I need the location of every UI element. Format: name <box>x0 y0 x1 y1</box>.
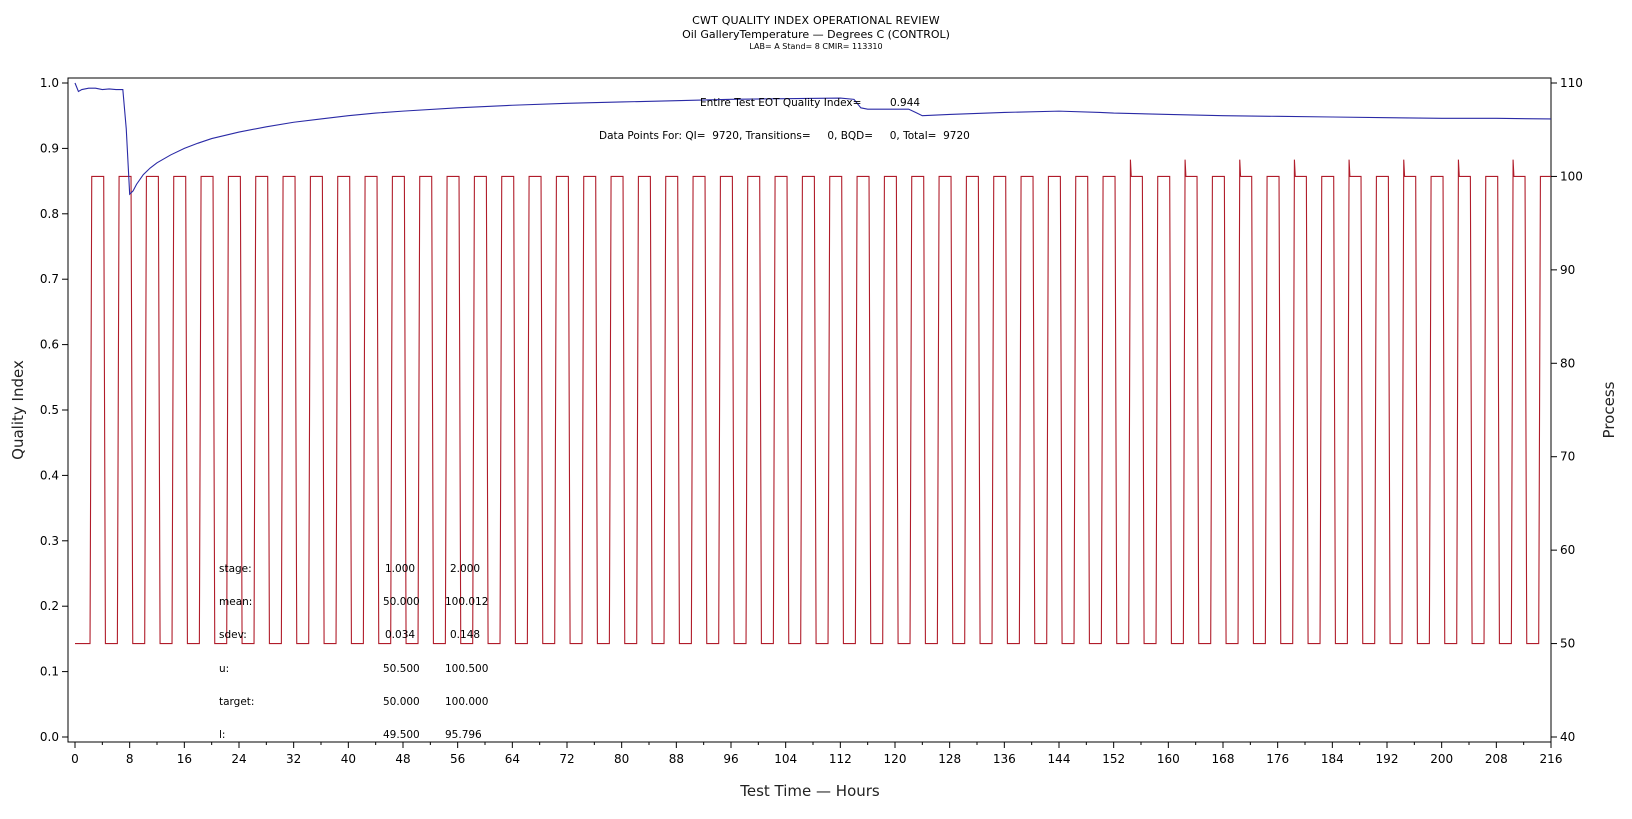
y-tick-label: 0.7 <box>40 272 59 286</box>
y-tick-label: 0.4 <box>40 468 59 482</box>
stats-value-stage1: 50.000 <box>383 696 420 708</box>
x-tick-label: 128 <box>938 752 961 766</box>
y-tick-label: 1.0 <box>40 76 59 90</box>
x-tick-label: 168 <box>1212 752 1235 766</box>
y-tick-label: 0.3 <box>40 534 59 548</box>
stats-value-stage2: 100.500 <box>445 663 488 675</box>
stats-value-stage2: 2.000 <box>450 563 480 575</box>
y-axis-label: Quality Index <box>9 360 27 460</box>
y-tick-label: 0.8 <box>40 207 59 221</box>
quality-index-series-line <box>74 82 1552 196</box>
x-tick-label: 120 <box>884 752 907 766</box>
y-tick-label: 0.5 <box>40 403 59 417</box>
y2-tick-label: 50 <box>1560 637 1575 651</box>
x-tick-label: 32 <box>286 752 301 766</box>
y2-tick-label: 100 <box>1560 169 1583 183</box>
stats-label: stage: <box>219 563 252 575</box>
y2-tick-label: 90 <box>1560 263 1575 277</box>
x-tick-label: 56 <box>450 752 465 766</box>
x-tick-label: 8 <box>126 752 134 766</box>
stats-label: mean: <box>219 596 252 608</box>
stats-value-stage1: 1.000 <box>385 563 415 575</box>
chart-sub-subtitle: LAB= A Stand= 8 CMIR= 113310 <box>749 42 883 51</box>
x-tick-label: 80 <box>614 752 629 766</box>
x-tick-label: 40 <box>341 752 356 766</box>
stats-value-stage1: 50.500 <box>383 663 420 675</box>
x-tick-label: 104 <box>774 752 797 766</box>
stats-value-stage1: 0.034 <box>385 629 415 641</box>
x-tick-label: 184 <box>1321 752 1344 766</box>
x-tick-label: 48 <box>395 752 410 766</box>
x-axis-label: Test Time — Hours <box>739 782 880 800</box>
y-tick-label: 0.2 <box>40 599 59 613</box>
plot-frame <box>67 77 1552 743</box>
x-tick-label: 144 <box>1048 752 1071 766</box>
eot-quality-value: 0.944 <box>890 97 920 109</box>
x-tick-label: 208 <box>1485 752 1508 766</box>
x-tick-label: 112 <box>829 752 852 766</box>
stats-table: stage: 1.000 2.000 mean: 50.000 100.012 … <box>219 563 488 741</box>
y-tick-label: 0.6 <box>40 338 59 352</box>
y2-axis-label: Process <box>1600 381 1618 438</box>
x-tick-label: 88 <box>669 752 684 766</box>
x-tick-label: 152 <box>1102 752 1125 766</box>
x-tick-label: 16 <box>177 752 192 766</box>
x-tick-label: 136 <box>993 752 1016 766</box>
y-axis-right: 40 50 60 70 80 90 100 110 <box>1551 76 1583 744</box>
stats-value-stage2: 95.796 <box>445 729 482 741</box>
x-tick-label: 96 <box>723 752 738 766</box>
x-tick-label: 0 <box>71 752 79 766</box>
y2-tick-label: 40 <box>1560 730 1575 744</box>
stats-label: u: <box>219 663 229 675</box>
process-series-line <box>75 159 1551 645</box>
stats-label: sdev: <box>219 629 247 641</box>
stats-value-stage2: 100.000 <box>445 696 488 708</box>
y-tick-label: 0.1 <box>40 665 59 679</box>
y-tick-label: 0.9 <box>40 141 59 155</box>
series-layer <box>74 82 1552 645</box>
chart-title: CWT QUALITY INDEX OPERATIONAL REVIEW <box>692 14 940 27</box>
x-tick-label: 24 <box>231 752 246 766</box>
y-tick-label: 0.0 <box>40 730 59 744</box>
eot-quality-label: Entire Test EOT Quality Index= <box>700 97 861 109</box>
data-points-summary: Data Points For: QI= 9720, Transitions= … <box>599 130 970 142</box>
x-tick-label: 160 <box>1157 752 1180 766</box>
y-axis-left: 0.0 0.1 0.2 0.3 0.4 0.5 0.6 0.7 0.8 0.9 1.0 <box>40 76 68 744</box>
x-tick-label: 192 <box>1376 752 1399 766</box>
x-tick-label: 64 <box>505 752 520 766</box>
x-tick-label: 216 <box>1540 752 1563 766</box>
stats-label: target: <box>219 696 254 708</box>
stats-value-stage2: 100.012 <box>445 596 488 608</box>
x-tick-label: 200 <box>1430 752 1453 766</box>
x-tick-label: 176 <box>1266 752 1289 766</box>
y2-tick-label: 60 <box>1560 543 1575 557</box>
stats-value-stage1: 50.000 <box>383 596 420 608</box>
chart-subtitle: Oil GalleryTemperature — Degrees C (CONT… <box>682 28 950 41</box>
y2-tick-label: 110 <box>1560 76 1583 90</box>
x-tick-label: 72 <box>559 752 574 766</box>
stats-value-stage2: 0.148 <box>450 629 480 641</box>
y2-tick-label: 80 <box>1560 356 1575 370</box>
x-axis: 0 8 16 24 32 40 48 56 64 72 80 88 96 104 112 120 128 136 1… <box>71 742 1562 766</box>
stats-label: l: <box>219 729 225 741</box>
stats-value-stage1: 49.500 <box>383 729 420 741</box>
y2-tick-label: 70 <box>1560 450 1575 464</box>
